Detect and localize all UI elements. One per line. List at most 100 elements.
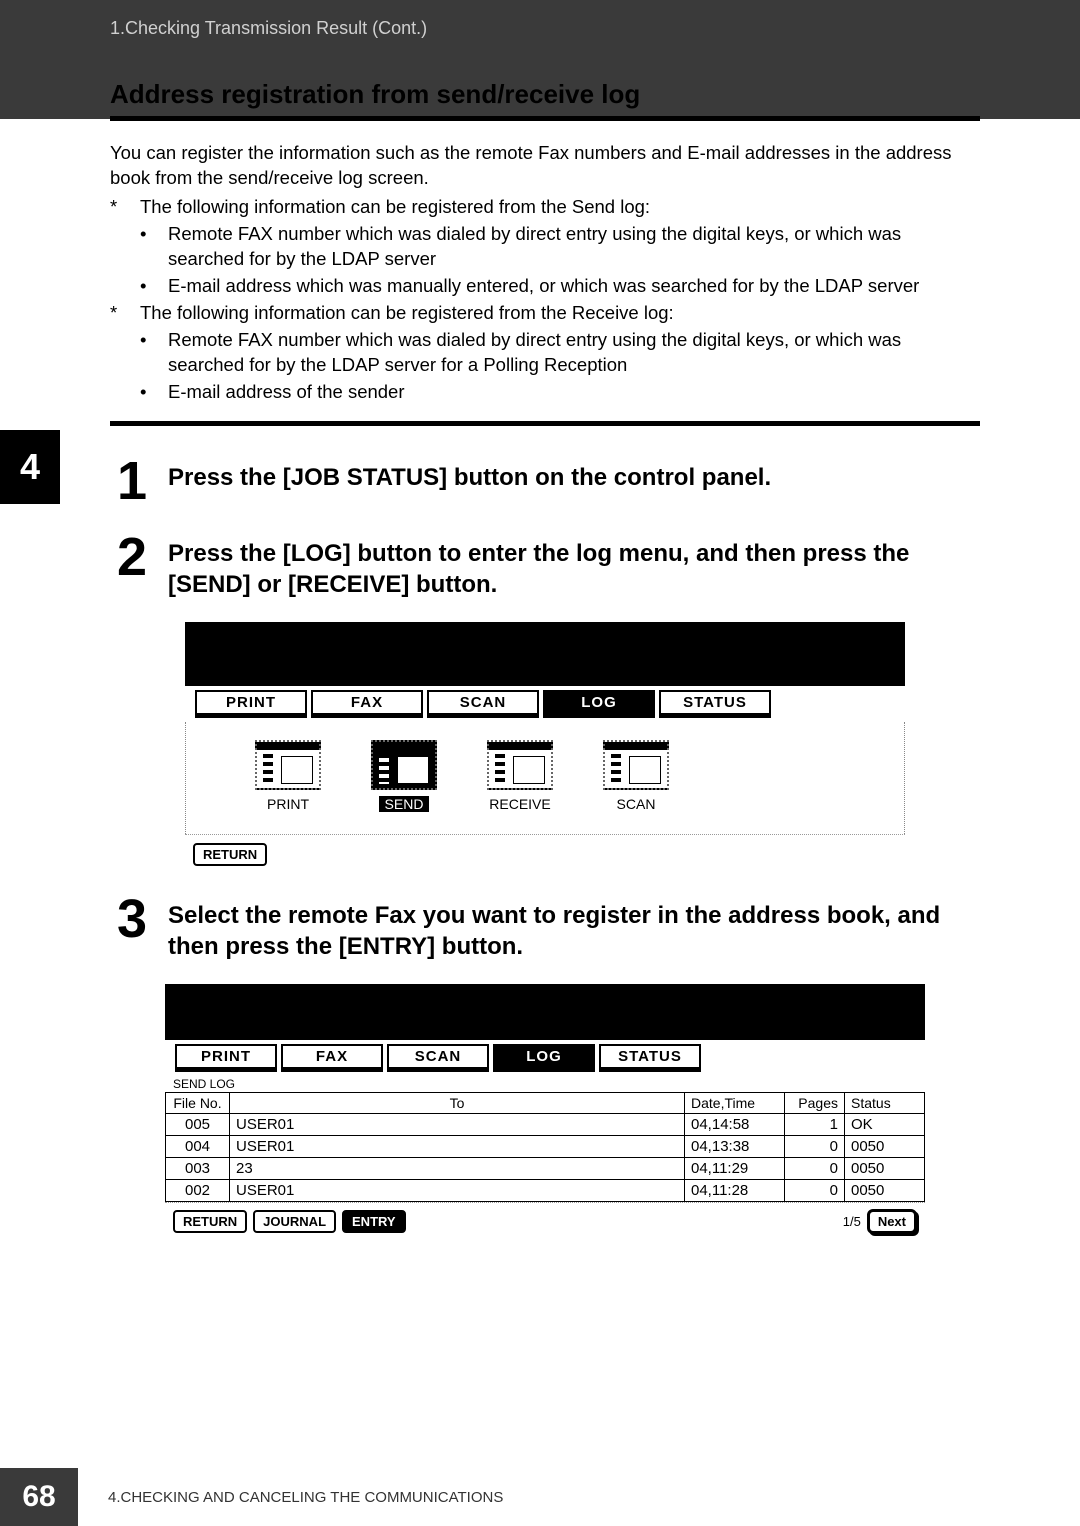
- tab-label: LOG: [581, 694, 617, 711]
- icon-label: SEND: [379, 796, 430, 812]
- table-cell: 23: [230, 1158, 685, 1180]
- icon-label: SCAN: [594, 796, 678, 812]
- table-cell: 002: [166, 1180, 230, 1202]
- col-to: To: [230, 1093, 685, 1114]
- button-row: RETURN: [185, 834, 905, 872]
- screenshot-send-log: PRINT FAX SCAN LOG STATUS SEND LOG File …: [165, 984, 925, 1240]
- dot-marker: •: [140, 222, 168, 272]
- bullet-level1: * The following information can be regis…: [110, 301, 980, 326]
- next-button[interactable]: Next: [867, 1209, 917, 1234]
- bullet-level2: • E-mail address which was manually ente…: [140, 274, 980, 299]
- bullet-text: E-mail address which was manually entere…: [168, 274, 919, 299]
- page-footer: 68 4.CHECKING AND CANCELING THE COMMUNIC…: [0, 1468, 1080, 1526]
- chapter-number: 4: [20, 446, 40, 488]
- col-fileno: File No.: [166, 1093, 230, 1114]
- table-row[interactable]: 005USER0104,14:581OK: [166, 1114, 925, 1136]
- page-indicator: 1/5: [843, 1214, 861, 1229]
- tab-row: PRINT FAX SCAN LOG STATUS: [185, 686, 905, 722]
- log-scan-button[interactable]: SCAN: [594, 740, 678, 814]
- table-cell: 005: [166, 1114, 230, 1136]
- screenshot-blackbar: [165, 984, 925, 1040]
- bullet-level2: • Remote FAX number which was dialed by …: [140, 222, 980, 272]
- scan-icon: [603, 740, 669, 790]
- bullet-text: Remote FAX number which was dialed by di…: [168, 328, 980, 378]
- send-icon: [371, 740, 437, 790]
- page-number: 68: [0, 1468, 78, 1526]
- step-number: 3: [110, 892, 154, 946]
- tab-fax[interactable]: FAX: [311, 690, 423, 718]
- table-cell: 0: [785, 1136, 845, 1158]
- bullet-text: E-mail address of the sender: [168, 380, 405, 405]
- button-label: JOURNAL: [263, 1214, 326, 1229]
- table-cell: 0: [785, 1180, 845, 1202]
- return-button[interactable]: RETURN: [193, 843, 267, 866]
- button-label: RETURN: [203, 847, 257, 862]
- send-log-table: File No. To Date,Time Pages Status 005US…: [165, 1092, 925, 1202]
- col-pages: Pages: [785, 1093, 845, 1114]
- table-cell: OK: [845, 1114, 925, 1136]
- col-status: Status: [845, 1093, 925, 1114]
- step: 1 Press the [JOB STATUS] button on the c…: [110, 454, 980, 508]
- step-number: 1: [110, 454, 154, 508]
- journal-button[interactable]: JOURNAL: [253, 1210, 336, 1233]
- step: 2 Press the [LOG] button to enter the lo…: [110, 530, 980, 600]
- tab-label: PRINT: [226, 694, 276, 711]
- screenshot-blackbar: [185, 622, 905, 686]
- tab-status[interactable]: STATUS: [659, 690, 771, 718]
- table-cell: USER01: [230, 1136, 685, 1158]
- step-text: Press the [LOG] button to enter the log …: [168, 530, 980, 600]
- return-button[interactable]: RETURN: [173, 1210, 247, 1233]
- bullet-level1: * The following information can be regis…: [110, 195, 980, 220]
- tab-label: SCAN: [415, 1048, 462, 1065]
- icon-label: RECEIVE: [478, 796, 562, 812]
- table-row[interactable]: 0032304,11:2900050: [166, 1158, 925, 1180]
- tab-status[interactable]: STATUS: [599, 1044, 701, 1072]
- button-row: RETURN JOURNAL ENTRY 1/5 Next: [165, 1202, 925, 1240]
- entry-button[interactable]: ENTRY: [342, 1210, 406, 1233]
- screenshot-log-menu: PRINT FAX SCAN LOG STATUS PRINT SEND REC…: [185, 622, 905, 872]
- table-cell: 04,11:28: [685, 1180, 785, 1202]
- chapter-title: 4.CHECKING AND CANCELING THE COMMUNICATI…: [108, 1489, 503, 1506]
- bullet-text: The following information can be registe…: [140, 301, 674, 326]
- tab-row: PRINT FAX SCAN LOG STATUS: [165, 1040, 925, 1076]
- log-print-button[interactable]: PRINT: [246, 740, 330, 814]
- rule: [110, 116, 980, 121]
- table-cell: 0050: [845, 1158, 925, 1180]
- breadcrumb: 1.Checking Transmission Result (Cont.): [110, 18, 427, 38]
- section-title: Address registration from send/receive l…: [110, 79, 980, 116]
- log-icons-row: PRINT SEND RECEIVE SCAN: [185, 722, 905, 834]
- tab-fax[interactable]: FAX: [281, 1044, 383, 1072]
- tab-label: FAX: [316, 1048, 348, 1065]
- step: 3 Select the remote Fax you want to regi…: [110, 892, 980, 962]
- tab-print[interactable]: PRINT: [195, 690, 307, 718]
- tab-scan[interactable]: SCAN: [427, 690, 539, 718]
- button-label: RETURN: [183, 1214, 237, 1229]
- icon-label: PRINT: [246, 796, 330, 812]
- table-cell: 004: [166, 1136, 230, 1158]
- tab-log[interactable]: LOG: [493, 1044, 595, 1072]
- tab-label: FAX: [351, 694, 383, 711]
- table-cell: USER01: [230, 1180, 685, 1202]
- table-header-row: File No. To Date,Time Pages Status: [166, 1093, 925, 1114]
- dot-marker: •: [140, 380, 168, 405]
- step-text: Select the remote Fax you want to regist…: [168, 892, 980, 962]
- receive-icon: [487, 740, 553, 790]
- table-row[interactable]: 004USER0104,13:3800050: [166, 1136, 925, 1158]
- tab-log[interactable]: LOG: [543, 690, 655, 718]
- bullet-level2: • Remote FAX number which was dialed by …: [140, 328, 980, 378]
- table-cell: 04,11:29: [685, 1158, 785, 1180]
- tab-label: STATUS: [618, 1048, 682, 1065]
- log-receive-button[interactable]: RECEIVE: [478, 740, 562, 814]
- bullet-text: Remote FAX number which was dialed by di…: [168, 222, 980, 272]
- log-send-button[interactable]: SEND: [362, 740, 446, 814]
- dot-marker: •: [140, 328, 168, 378]
- table-cell: 0050: [845, 1136, 925, 1158]
- tab-label: LOG: [526, 1048, 562, 1065]
- tab-scan[interactable]: SCAN: [387, 1044, 489, 1072]
- table-cell: 003: [166, 1158, 230, 1180]
- table-row[interactable]: 002USER0104,11:2800050: [166, 1180, 925, 1202]
- tab-label: PRINT: [201, 1048, 251, 1065]
- table-cell: 0: [785, 1158, 845, 1180]
- tab-print[interactable]: PRINT: [175, 1044, 277, 1072]
- table-cell: 04,13:38: [685, 1136, 785, 1158]
